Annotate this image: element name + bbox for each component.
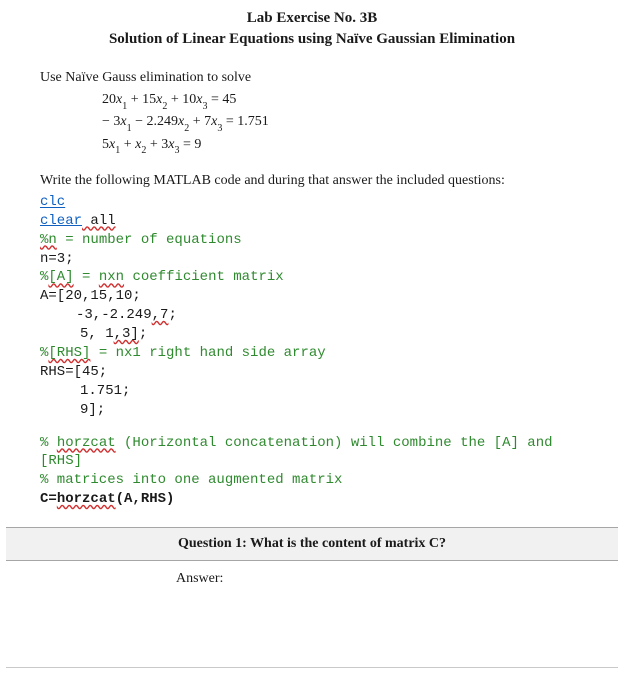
code-keyword: clc [40,194,65,210]
code-indent: 1.751; [40,382,130,401]
code-comment: [RHS] [48,345,90,361]
task-text: Write the following MATLAB code and duri… [40,173,584,189]
document-header: Lab Exercise No. 3B Solution of Linear E… [6,10,618,48]
problem-section: Use Naïve Gauss elimination to solve 20x… [6,70,618,509]
equation-block: 20x1 + 15x2 + 10x3 = 45 − 3x1 − 2.249x2 … [40,90,584,157]
code-line: % matrices into one augmented matrix [40,471,584,490]
matlab-code-block-1: clc clear all %n = number of equations n… [40,193,584,420]
code-comment: (Horizontal concatenation) will combine … [40,435,553,470]
code-comment: [A] [48,269,73,285]
code-line: 5, 1,3]; [40,325,584,344]
code-text: ; [168,307,176,323]
code-text: (A,RHS) [116,491,175,507]
question-prompt: Question 1: What is the content of matri… [6,536,618,552]
code-comment: horzcat [57,435,116,451]
code-line: %n = number of equations [40,231,584,250]
code-comment: nxn [99,269,124,285]
lab-title: Lab Exercise No. 3B [6,10,618,27]
code-line: %[RHS] = nx1 right hand side array [40,344,584,363]
code-text: ; [139,326,147,342]
code-text: 5, 1 [80,326,114,342]
code-text: -3,-2.249 [76,307,152,323]
code-text: ,3] [114,326,139,342]
equation-2: − 3x1 − 2.249x2 + 7x3 = 1.751 [102,112,584,134]
code-line: %[A] = nxn coefficient matrix [40,268,584,287]
code-indent: 9]; [40,401,105,420]
code-keyword: clear [40,213,82,229]
question-bar: Question 1: What is the content of matri… [6,527,618,561]
matlab-code-block-2: % horzcat (Horizontal concatenation) wil… [40,434,584,510]
answer-label: Answer: [6,561,618,587]
code-indent: -3,-2.249,7; [40,306,177,325]
code-line: % horzcat (Horizontal concatenation) wil… [40,434,584,472]
code-line: 9]; [40,401,584,420]
code-text: all [82,213,116,229]
code-line: C=horzcat(A,RHS) [40,490,584,509]
code-comment: = number of equations [57,232,242,248]
code-line: n=3; [40,250,584,269]
code-text: 1.751; [80,383,130,399]
code-text: horzcat [57,491,116,507]
code-comment: % matrices into one augmented matrix [40,472,342,488]
code-line: clear all [40,212,584,231]
lab-document: Lab Exercise No. 3B Solution of Linear E… [0,0,624,700]
equation-1: 20x1 + 15x2 + 10x3 = 45 [102,90,584,112]
instruction-text: Use Naïve Gauss elimination to solve [40,70,584,86]
lab-subtitle: Solution of Linear Equations using Naïve… [6,31,618,48]
code-comment: = nx1 right hand side array [90,345,325,361]
code-text: C= [40,491,57,507]
code-line: A=[20,15,10; [40,287,584,306]
code-text: ,7 [152,307,169,323]
code-comment: = [74,269,99,285]
code-text: 9]; [80,402,105,418]
code-line: clc [40,193,584,212]
code-comment: %n [40,232,57,248]
code-indent: 5, 1,3]; [40,325,147,344]
code-text: A=[20,15,10; [40,288,141,304]
bottom-divider [6,667,618,668]
code-text: n=3; [40,251,74,267]
code-comment: % [40,435,57,451]
code-text: RHS=[45; [40,364,107,380]
code-line: RHS=[45; [40,363,584,382]
code-line: 1.751; [40,382,584,401]
code-line: -3,-2.249,7; [40,306,584,325]
code-comment: coefficient matrix [124,269,284,285]
equation-3: 5x1 + x2 + 3x3 = 9 [102,135,584,157]
